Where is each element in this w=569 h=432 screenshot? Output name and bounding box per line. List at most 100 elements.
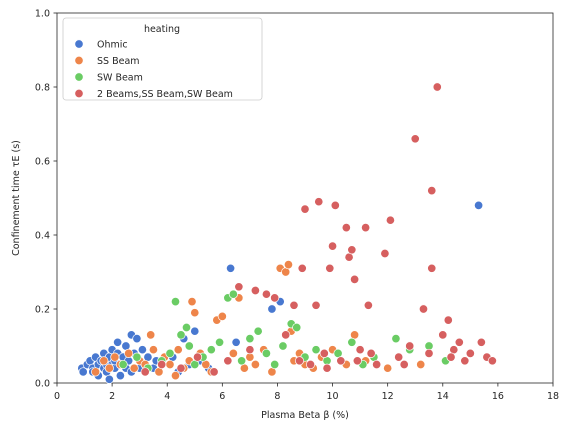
data-point <box>336 356 346 366</box>
x-tick-label: 16 <box>492 391 504 402</box>
data-point <box>104 363 114 373</box>
data-point <box>190 326 200 336</box>
data-point <box>322 363 332 373</box>
data-point <box>366 348 376 358</box>
data-point <box>281 330 291 340</box>
legend: heating Ohmic SS Beam SW Beam 2 Beams,SS Be… <box>62 17 263 101</box>
legend-title: heating <box>144 24 180 35</box>
data-point <box>104 374 114 384</box>
data-point <box>347 245 357 255</box>
x-tick-label: 8 <box>274 391 280 402</box>
data-point <box>209 367 219 377</box>
legend-items: Ohmic SS Beam SW Beam 2 Beams,SS Beam,SW Be… <box>74 39 233 100</box>
data-point <box>129 363 139 373</box>
data-point <box>476 337 486 347</box>
data-point <box>391 334 401 344</box>
data-point <box>237 356 247 366</box>
data-point <box>465 348 475 358</box>
data-point <box>170 371 181 381</box>
data-point <box>487 356 497 366</box>
data-point <box>140 367 150 377</box>
data-point <box>226 263 236 273</box>
data-point <box>270 293 280 303</box>
data-point <box>328 241 338 251</box>
data-point <box>228 348 238 358</box>
data-point <box>250 359 260 370</box>
x-tick-label: 6 <box>219 391 225 402</box>
legend-marker <box>74 55 84 66</box>
data-point <box>173 345 183 355</box>
legend-label: 2 Beams,SS Beam,SW Beam <box>97 89 233 100</box>
data-point <box>270 359 280 370</box>
data-point <box>289 300 299 310</box>
data-point <box>347 337 357 347</box>
data-point <box>157 359 167 370</box>
data-point <box>176 363 186 373</box>
data-point <box>410 134 420 144</box>
data-point <box>292 322 302 333</box>
plot-area-border <box>56 12 554 384</box>
data-point <box>314 197 324 207</box>
x-axis-label: Plasma Beta β (%) <box>261 410 349 421</box>
data-point <box>418 304 429 314</box>
data-point <box>454 337 464 347</box>
data-point <box>432 82 442 92</box>
data-point <box>474 200 484 210</box>
legend-label: SS Beam <box>97 56 140 67</box>
axes-frame <box>56 12 554 384</box>
y-tick-label: 1.0 <box>35 8 50 19</box>
data-point <box>148 345 158 355</box>
data-point <box>405 341 415 351</box>
x-tick-label: 0 <box>54 391 60 402</box>
y-tick-label: 0.4 <box>35 230 50 241</box>
data-point <box>380 248 390 259</box>
data-point <box>132 352 142 362</box>
data-point <box>399 359 409 370</box>
data-point <box>355 345 365 355</box>
data-point <box>267 304 277 314</box>
y-tick-label: 0.8 <box>35 82 50 93</box>
x-tick-label: 18 <box>547 391 559 402</box>
legend-label: Ohmic <box>97 39 128 50</box>
legend-item: SS Beam <box>74 55 140 67</box>
data-point <box>341 223 351 233</box>
legend-item: Ohmic <box>74 39 128 50</box>
series-3 <box>140 82 497 377</box>
data-point <box>184 341 194 351</box>
data-point <box>283 260 294 270</box>
data-point <box>319 348 329 358</box>
data-point <box>352 356 362 366</box>
data-point <box>99 356 109 366</box>
points-layer <box>77 82 497 384</box>
data-point <box>297 263 307 273</box>
data-point <box>115 371 125 381</box>
y-axis-ticks: 0.0 0.2 0.4 0.6 0.8 1.0 <box>35 8 57 389</box>
data-point <box>250 285 260 296</box>
data-point <box>438 330 448 340</box>
data-point <box>245 345 255 355</box>
data-point <box>165 348 175 358</box>
data-point <box>325 263 335 273</box>
x-tick-label: 10 <box>327 391 339 402</box>
legend-label: SW Beam <box>97 72 143 83</box>
data-point <box>294 356 305 366</box>
data-point <box>350 274 360 284</box>
legend-item: 2 Beams,SS Beam,SW Beam <box>74 88 233 100</box>
data-point <box>385 215 395 225</box>
legend-item: SW Beam <box>74 72 143 83</box>
y-tick-label: 0.6 <box>35 156 50 167</box>
data-point <box>124 348 134 358</box>
data-point <box>78 367 88 377</box>
legend-box <box>62 17 263 101</box>
data-point <box>190 308 200 318</box>
data-point <box>181 322 192 333</box>
x-tick-label: 12 <box>382 391 394 402</box>
data-point <box>118 359 128 370</box>
data-point <box>176 330 186 340</box>
data-point <box>311 345 321 355</box>
data-point <box>137 345 147 355</box>
data-point <box>427 186 437 196</box>
legend-marker <box>74 88 84 99</box>
data-point <box>300 204 310 214</box>
